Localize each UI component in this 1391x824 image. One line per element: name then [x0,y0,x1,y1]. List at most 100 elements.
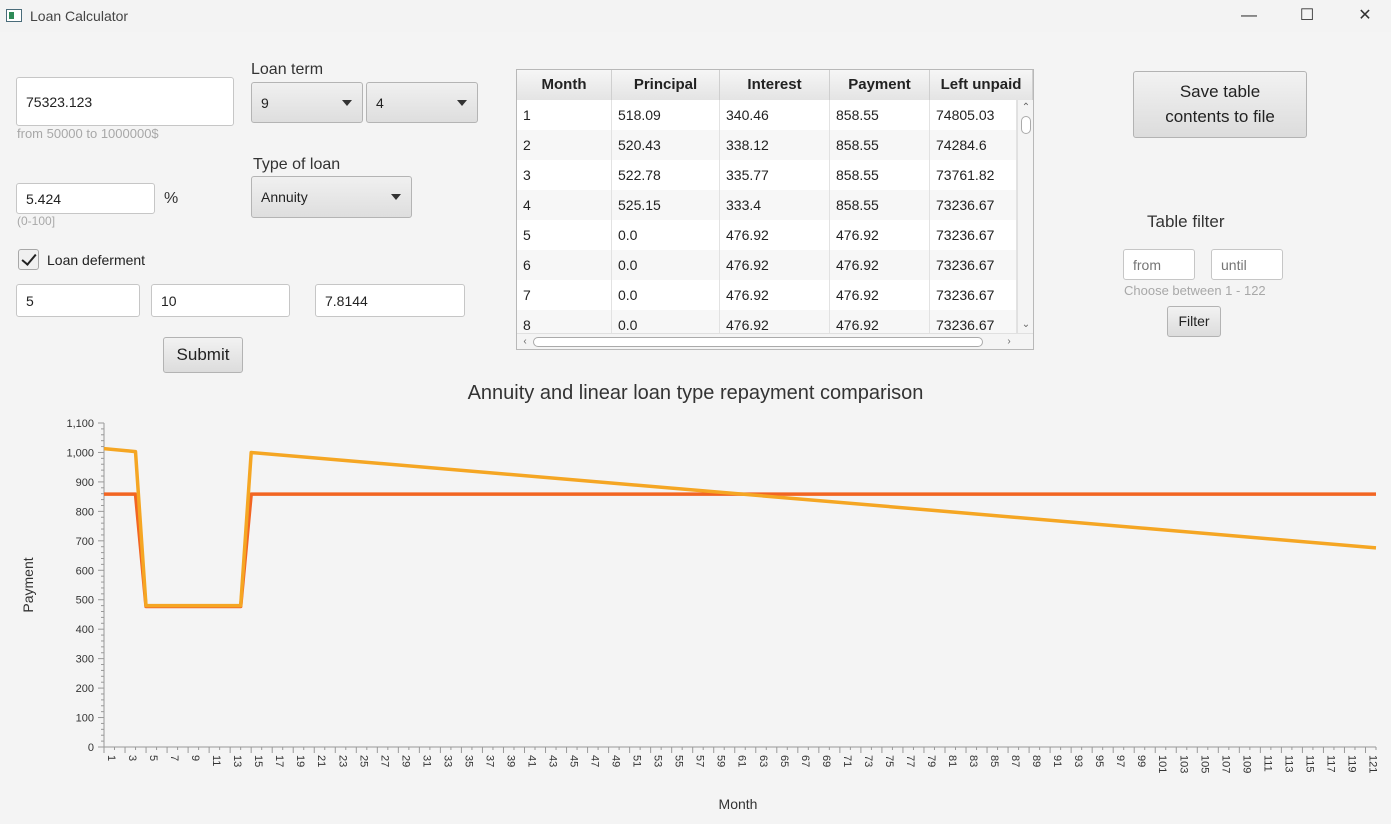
x-tick-label: 35 [462,755,474,767]
x-tick-label: 1 [105,755,117,761]
x-tick-label: 71 [841,755,853,767]
x-tick-label: 77 [904,755,916,767]
y-tick-label: 300 [76,654,94,666]
x-tick-label: 67 [799,755,811,767]
vertical-scroll-thumb[interactable] [1021,116,1031,134]
interest-rate-hint: (0-100] [17,214,56,228]
scroll-left-icon[interactable]: ‹ [523,336,527,347]
table-cell: 7 [517,280,612,310]
x-tick-label: 47 [589,755,601,767]
scroll-down-icon[interactable]: ⌄ [1021,319,1031,330]
loan-type-select[interactable]: Annuity [251,176,412,218]
maximize-icon[interactable]: ☐ [1299,7,1315,24]
loan-amount-input[interactable]: 75323.123 [16,77,234,126]
table-row[interactable]: 6 0.0 476.92 476.92 73236.67 [517,250,1017,280]
y-tick-label: 800 [76,506,94,518]
x-tick-label: 105 [1198,755,1210,773]
table-cell: 74805.03 [930,100,1017,130]
table-cell: 0.0 [612,280,720,310]
table-cell: 476.92 [830,280,930,310]
loan-term-label: Loan term [251,61,324,78]
x-tick-label: 7 [168,755,180,761]
column-header[interactable]: Interest [720,70,830,100]
table-cell: 0.0 [612,220,720,250]
chart-title: Annuity and linear loan type repayment c… [467,382,924,404]
loan-term-years-select[interactable]: 9 [251,82,363,123]
table-cell: 1 [517,100,612,130]
vertical-scrollbar[interactable]: ⌃ ⌄ [1017,100,1033,333]
scroll-right-icon[interactable]: › [1007,336,1011,347]
horizontal-scrollbar[interactable]: ‹ › [517,333,1033,349]
save-table-button[interactable]: Save table contents to file [1133,71,1307,138]
column-header[interactable]: Month [517,70,612,100]
table-header: Month Principal Interest Payment Left unpaid [517,70,1033,101]
table-cell: 518.09 [612,100,720,130]
table-cell: 0.0 [612,250,720,280]
x-tick-label: 51 [631,755,643,767]
x-tick-label: 107 [1219,755,1231,773]
loan-type-label: Type of loan [253,156,341,173]
window-title: Loan Calculator [30,8,129,24]
table-cell: 476.92 [720,220,830,250]
filter-until-input[interactable] [1211,249,1283,280]
x-tick-label: 87 [1009,755,1021,767]
filter-button[interactable]: Filter [1167,306,1221,337]
x-tick-label: 103 [1177,755,1189,773]
table-filter-title: Table filter [1147,212,1225,231]
table-body: 1 518.09 340.46 858.55 74805.03 2 520.43 338.12… [517,100,1017,333]
deferment-end-input[interactable]: 10 [151,284,290,317]
table-row[interactable]: 3 522.78 335.77 858.55 73761.82 [517,160,1017,190]
column-header[interactable]: Payment [830,70,930,100]
column-header[interactable]: Left unpaid [930,70,1033,100]
close-icon[interactable]: ✕ [1358,7,1372,24]
loan-deferment-checkbox[interactable] [18,249,39,270]
y-tick-label: 200 [76,683,94,695]
deferment-rate-input[interactable]: 7.8144 [315,284,465,317]
x-tick-label: 49 [610,755,622,767]
scroll-up-icon[interactable]: ⌃ [1021,102,1031,113]
table-row[interactable]: 1 518.09 340.46 858.55 74805.03 [517,100,1017,130]
table-row[interactable]: 5 0.0 476.92 476.92 73236.67 [517,220,1017,250]
table-cell: 520.43 [612,130,720,160]
minimize-icon[interactable]: — [1241,7,1257,24]
app-icon [6,9,22,22]
save-table-label-line1: Save table [1179,81,1261,101]
deferment-start-input[interactable]: 5 [16,284,140,317]
loan-term-months-select[interactable]: 4 [366,82,478,123]
loan-type-value: Annuity [261,189,308,205]
x-tick-label: 121 [1366,755,1378,773]
x-tick-label: 9 [189,755,201,761]
table-row[interactable]: 2 520.43 338.12 858.55 74284.6 [517,130,1017,160]
horizontal-scroll-thumb[interactable] [533,337,983,347]
table-row[interactable]: 8 0.0 476.92 476.92 73236.67 [517,310,1017,333]
table-cell: 476.92 [830,250,930,280]
chevron-down-icon [342,99,352,106]
table-row[interactable]: 7 0.0 476.92 476.92 73236.67 [517,280,1017,310]
y-axis-label: Payment [20,557,36,612]
y-tick-label: 600 [76,565,94,577]
x-tick-label: 39 [504,755,516,767]
y-tick-label: 500 [76,595,94,607]
x-tick-label: 11 [210,755,222,766]
table-cell: 340.46 [720,100,830,130]
table-cell: 73236.67 [930,310,1017,333]
y-tick-label: 1,000 [66,447,94,459]
table-cell: 73236.67 [930,220,1017,250]
x-tick-label: 15 [252,755,264,767]
x-tick-label: 109 [1240,755,1252,773]
table-cell: 338.12 [720,130,830,160]
table-cell: 858.55 [830,190,930,220]
x-tick-label: 63 [757,755,769,767]
x-tick-label: 13 [231,755,243,767]
table-cell: 522.78 [612,160,720,190]
column-header[interactable]: Principal [612,70,720,100]
repayment-table[interactable]: Month Principal Interest Payment Left unpaid… [516,69,1034,350]
submit-button[interactable]: Submit [163,337,243,373]
filter-from-input[interactable] [1123,249,1195,280]
x-tick-label: 73 [862,755,874,767]
x-axis-label: Month [719,796,758,812]
title-bar: Loan Calculator — ☐ ✕ [0,0,1391,32]
table-cell: 335.77 [720,160,830,190]
interest-rate-input[interactable]: 5.424 [16,183,155,214]
table-row[interactable]: 4 525.15 333.4 858.55 73236.67 [517,190,1017,220]
